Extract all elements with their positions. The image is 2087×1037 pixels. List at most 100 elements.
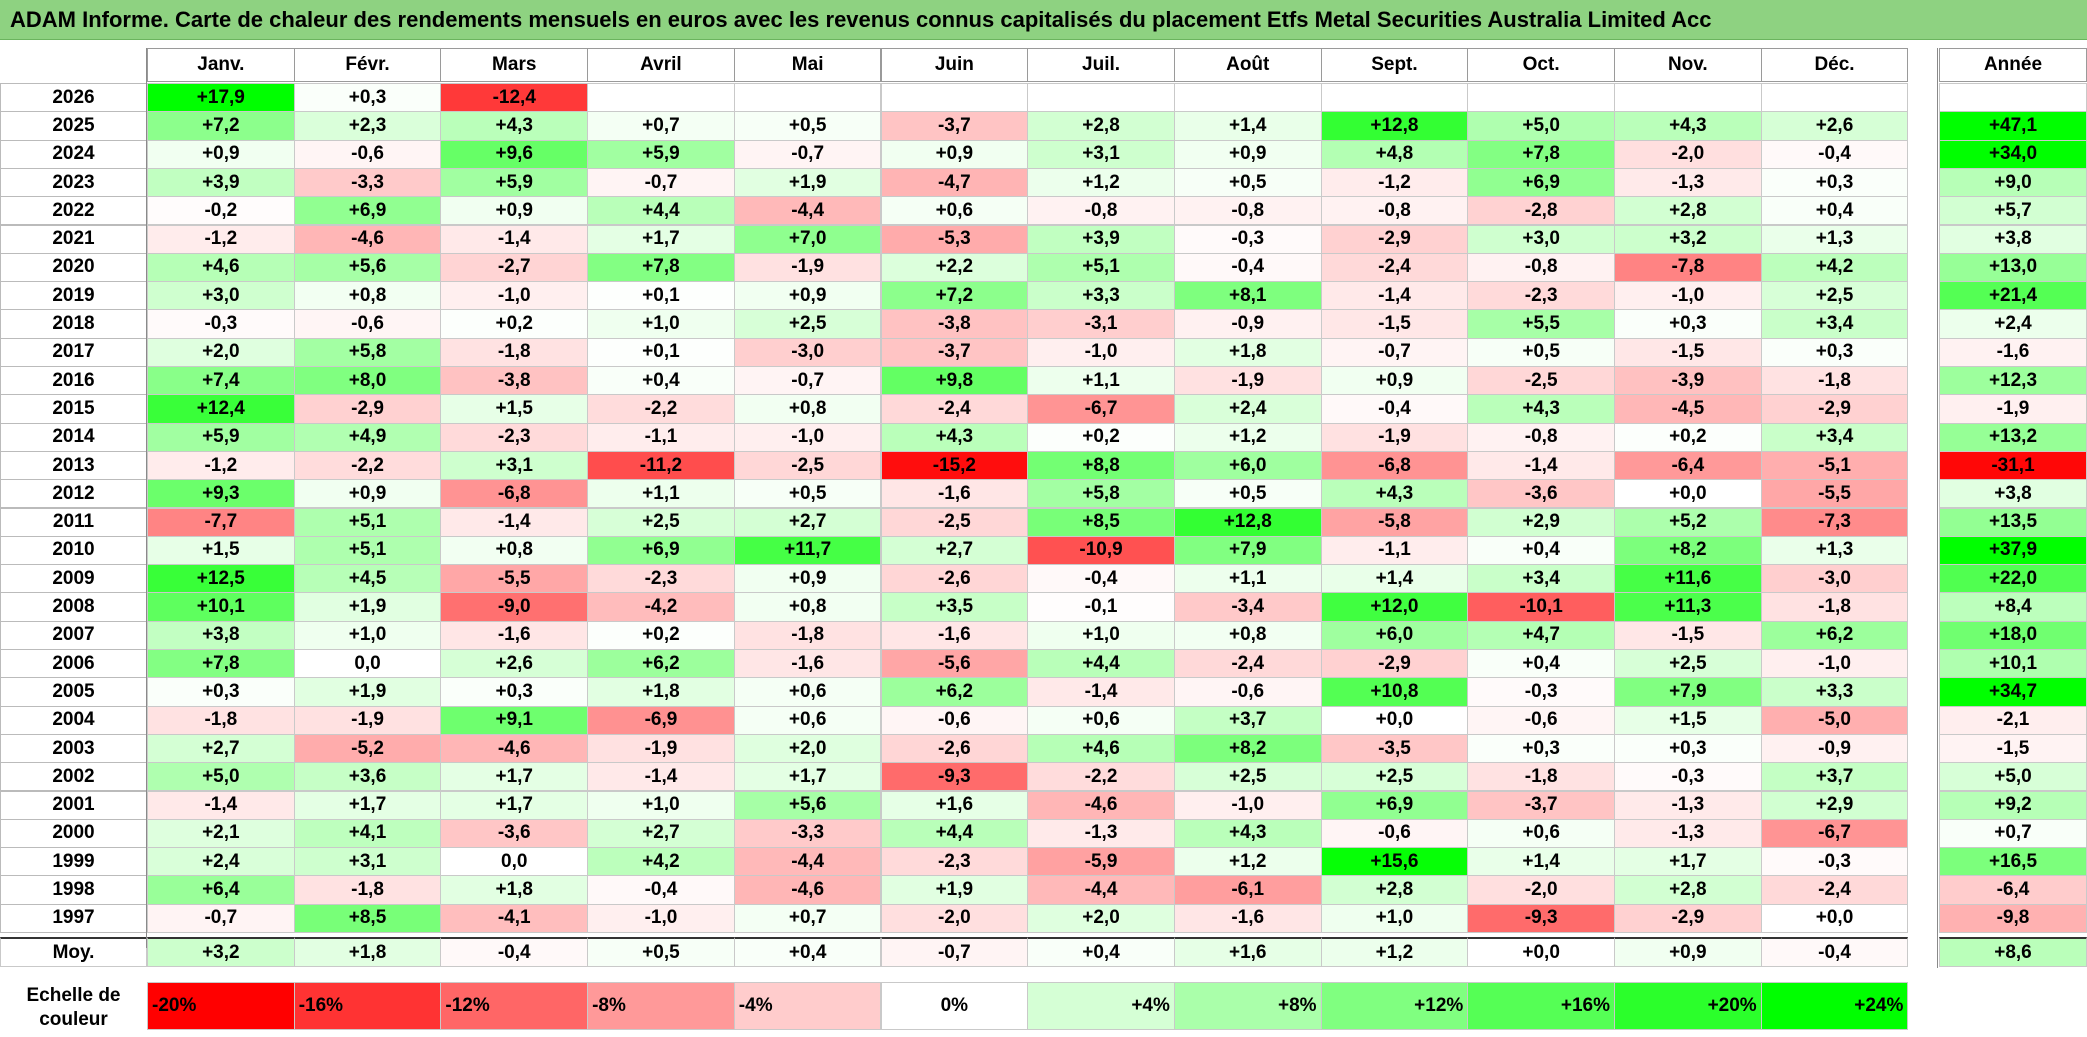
heatmap-cell: -1,0: [587, 903, 735, 933]
heatmap-cell: +7,8: [587, 252, 735, 283]
heatmap-cell: +2,5: [1320, 762, 1469, 792]
heatmap-cell: -0,9: [1173, 309, 1322, 339]
heatmap-cell: +0,2: [587, 620, 735, 650]
heatmap-cell: -1,9: [733, 252, 882, 283]
heatmap-cell: +5,0: [1467, 111, 1615, 141]
row-year-label: 2015: [0, 394, 147, 424]
heatmap-cell: +6,9: [1320, 790, 1469, 820]
heatmap-cell: -1,8: [733, 620, 882, 650]
heatmap-cell: -0,3: [1760, 847, 1909, 877]
annual-cell: +2,4: [1939, 309, 2087, 339]
heatmap-cell: +3,1: [293, 847, 442, 877]
heatmap-cell: +0,2: [1027, 422, 1175, 452]
scale-swatch: 0%: [880, 982, 1029, 1030]
heatmap-cell: -1,0: [1173, 790, 1322, 820]
row-year-label: 1998: [0, 875, 147, 905]
heatmap-cell: +1,4: [1320, 564, 1469, 594]
heatmap-cell: +6,9: [293, 196, 442, 226]
heatmap-cell: -3,8: [880, 309, 1029, 339]
heatmap-cell: +2,4: [147, 847, 295, 877]
scale-swatch: -8%: [587, 982, 735, 1030]
heatmap-cell: +4,1: [293, 818, 442, 849]
heatmap-cell: +0,3: [1467, 733, 1615, 764]
annual-cell: +47,1: [1939, 111, 2087, 141]
annual-cell: +10,1: [1939, 649, 2087, 679]
year-header: Année: [1939, 48, 2087, 82]
heatmap-cell: [1320, 83, 1469, 113]
heatmap-cell: +0,8: [440, 535, 589, 566]
heatmap-cell: +4,3: [880, 422, 1029, 452]
heatmap-cell: -0,6: [880, 705, 1029, 735]
heatmap-cell: -1,4: [440, 224, 589, 254]
heatmap-cell: -0,4: [1173, 252, 1322, 283]
heatmap-cell: +10,1: [147, 592, 295, 622]
heatmap-cell: -6,1: [1173, 875, 1322, 905]
row-year-label: 2005: [0, 677, 147, 707]
heatmap-cell: +8,5: [1027, 507, 1175, 537]
heatmap-cell: -0,8: [1320, 196, 1469, 226]
heatmap-cell: -2,9: [1614, 903, 1762, 933]
heatmap-cell: -2,9: [1320, 649, 1469, 679]
heatmap-cell: +2,0: [733, 733, 882, 764]
annual-cell: -1,9: [1939, 394, 2087, 424]
heatmap-cell: [1173, 83, 1322, 113]
heatmap-cell: -1,0: [440, 281, 589, 311]
heatmap-cell: +3,4: [1467, 564, 1615, 594]
heatmap-cell: -11,2: [587, 450, 735, 481]
row-year-label: 2007: [0, 620, 147, 650]
heatmap-cell: +4,5: [293, 564, 442, 594]
heatmap-cell: +6,2: [587, 649, 735, 679]
heatmap-cell: +5,6: [293, 252, 442, 283]
heatmap-cell: +8,2: [1173, 733, 1322, 764]
heatmap-cell: +4,8: [1320, 139, 1469, 169]
heatmap-cell: +1,9: [733, 167, 882, 198]
heatmap-cell: -1,5: [1614, 620, 1762, 650]
heatmap-cell: -3,6: [440, 818, 589, 849]
heatmap-cell: -1,6: [880, 479, 1029, 509]
heatmap-cell: +4,4: [1027, 649, 1175, 679]
heatmap-cell: -5,2: [293, 733, 442, 764]
heatmap-cell: +1,0: [293, 620, 442, 650]
heatmap-cell: +5,5: [1467, 309, 1615, 339]
heatmap-cell: +2,7: [880, 535, 1029, 566]
heatmap-cell: +0,9: [293, 479, 442, 509]
heatmap-cell: +4,2: [1760, 252, 1909, 283]
heatmap-cell: +0,9: [440, 196, 589, 226]
row-year-label: 2010: [0, 535, 147, 566]
heatmap-cell: +1,9: [293, 592, 442, 622]
row-year-label: 2020: [0, 252, 147, 283]
row-year-label: 2012: [0, 479, 147, 509]
heatmap-cell: -1,6: [733, 649, 882, 679]
heatmap-cell: +6,0: [1320, 620, 1469, 650]
scale-swatch: +4%: [1027, 982, 1175, 1030]
heatmap-cell: -1,0: [1614, 281, 1762, 311]
row-year-label: 2018: [0, 309, 147, 339]
annual-cell: +21,4: [1939, 281, 2087, 311]
heatmap-cell: +0,3: [147, 677, 295, 707]
heatmap-cell: +2,7: [587, 818, 735, 849]
heatmap-cell: +4,3: [1614, 111, 1762, 141]
heatmap-cell: +1,7: [733, 762, 882, 792]
heatmap-cell: -3,7: [880, 111, 1029, 141]
heatmap-cell: +7,2: [880, 281, 1029, 311]
heatmap-cell: -4,5: [1614, 394, 1762, 424]
heatmap-cell: -1,6: [1173, 903, 1322, 933]
heatmap-cell: -1,5: [1320, 309, 1469, 339]
heatmap-cell: -0,2: [147, 196, 295, 226]
month-header: Févr.: [293, 48, 442, 82]
heatmap-cell: +0,5: [1467, 337, 1615, 367]
heatmap-cell: -1,8: [1760, 366, 1909, 396]
scale-swatch: -20%: [147, 982, 295, 1030]
heatmap-cell: -7,7: [147, 507, 295, 537]
heatmap-cell: +1,4: [1467, 847, 1615, 877]
row-year-label: 2009: [0, 564, 147, 594]
heatmap-cell: +9,1: [440, 705, 589, 735]
heatmap-cell: +9,8: [880, 366, 1029, 396]
heatmap-cell: +5,8: [293, 337, 442, 367]
heatmap-cell: +0,5: [1173, 167, 1322, 198]
heatmap-cell: +1,4: [1173, 111, 1322, 141]
heatmap-cell: -0,9: [1760, 733, 1909, 764]
heatmap-cell: -0,4: [1027, 564, 1175, 594]
heatmap-cell: +3,0: [147, 281, 295, 311]
heatmap-cell: +0,2: [440, 309, 589, 339]
